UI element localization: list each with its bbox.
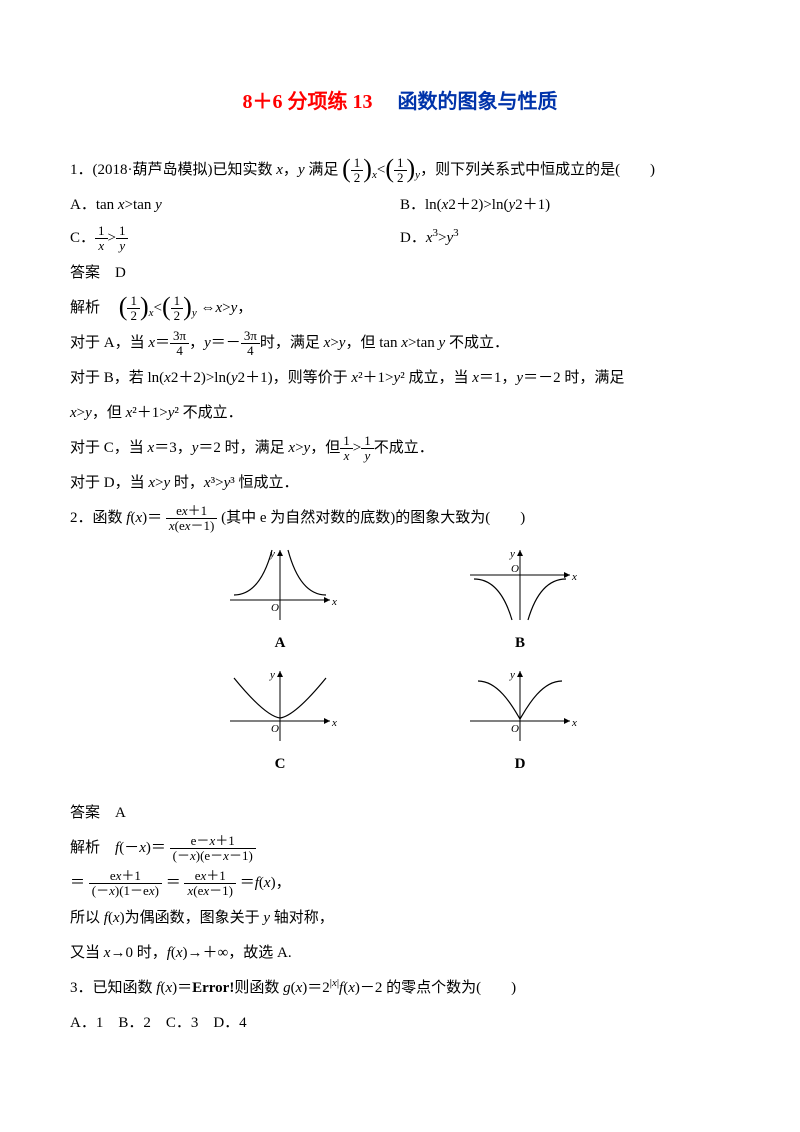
- graph-C: x y O C: [220, 666, 340, 781]
- q2-exp-2: ＝ ex＋1 (－x)(1－ex) ＝ ex＋1 x(ex－1) ＝f(x)，: [70, 867, 730, 900]
- svg-text:y: y: [509, 669, 515, 681]
- svg-text:y: y: [269, 548, 275, 560]
- q1-exp-1: 解析 12x<12y ⇔x>y，: [70, 292, 730, 325]
- svg-text:y: y: [509, 548, 515, 560]
- q1-optA: A．tan x>tan y: [70, 189, 400, 222]
- q2-graphs: x y O A x y O B: [70, 545, 730, 787]
- page: 8＋6 分项练 13 函数的图象与性质 1．(2018·葫芦岛模拟)已知实数 x…: [0, 0, 800, 1102]
- q1-exp-A: 对于 A，当 x＝3π4，y＝－3π4时，满足 x>y，但 tan x>tan …: [70, 327, 730, 360]
- q2-exp-1: 解析 f(－x)＝ e－x＋1 (－x)(e－x－1): [70, 832, 730, 865]
- page-title: 8＋6 分项练 13 函数的图象与性质: [70, 80, 730, 124]
- q1-optD: D．x3>y3: [400, 222, 730, 255]
- svg-text:O: O: [271, 602, 279, 614]
- q3-stem: 3．已知函数 f(x)＝Error!则函数 g(x)＝2|x|f(x)－2 的零…: [70, 972, 730, 1005]
- svg-text:O: O: [511, 723, 519, 735]
- q3-options: A．1 B．2 C．3 D．4: [70, 1007, 730, 1040]
- q1-exp-D: 对于 D，当 x>y 时，x³>y³ 恒成立．: [70, 467, 730, 500]
- graph-A: x y O A: [220, 545, 340, 660]
- q1-exp-C: 对于 C，当 x＝3，y＝2 时，满足 x>y，但1x>1y不成立．: [70, 432, 730, 465]
- q1-optB: B．ln(x2＋2)>ln(y2＋1): [400, 189, 730, 222]
- title-topic: 函数的图象与性质: [378, 91, 558, 113]
- q2-exp-3: 所以 f(x)为偶函数，图象关于 y 轴对称，: [70, 902, 730, 935]
- q2-exp-4: 又当 x→0 时，f(x)→＋∞，故选 A.: [70, 937, 730, 970]
- q1-exp-B2: x>y，但 x²＋1>y² 不成立．: [70, 397, 730, 430]
- svg-text:y: y: [269, 669, 275, 681]
- q1-options-row1: A．tan x>tan y B．ln(x2＋2)>ln(y2＋1): [70, 189, 730, 222]
- graph-B: x y O B: [460, 545, 580, 660]
- svg-text:x: x: [331, 596, 337, 608]
- q2-answer: 答案 A: [70, 797, 730, 830]
- svg-text:x: x: [571, 571, 577, 583]
- q2-stem: 2．函数 f(x)＝ ex＋1 x(ex－1) (其中 e 为自然对数的底数)的…: [70, 502, 730, 535]
- q1-answer: 答案 D: [70, 257, 730, 290]
- svg-text:O: O: [511, 563, 519, 575]
- q1-stem: 1．(2018·葫芦岛模拟)已知实数 x，y 满足 12x<12y，则下列关系式…: [70, 154, 730, 187]
- graph-D: x y O D: [460, 666, 580, 781]
- q1-optC: C．1x>1y: [70, 222, 400, 255]
- q1-exp-B1: 对于 B，若 ln(x2＋2)>ln(y2＋1)，则等价于 x²＋1>y² 成立…: [70, 362, 730, 395]
- q1-options-row2: C．1x>1y D．x3>y3: [70, 222, 730, 255]
- title-section: 8＋6 分项练 13: [243, 91, 373, 113]
- svg-text:x: x: [571, 717, 577, 729]
- svg-text:O: O: [271, 723, 279, 735]
- svg-text:x: x: [331, 717, 337, 729]
